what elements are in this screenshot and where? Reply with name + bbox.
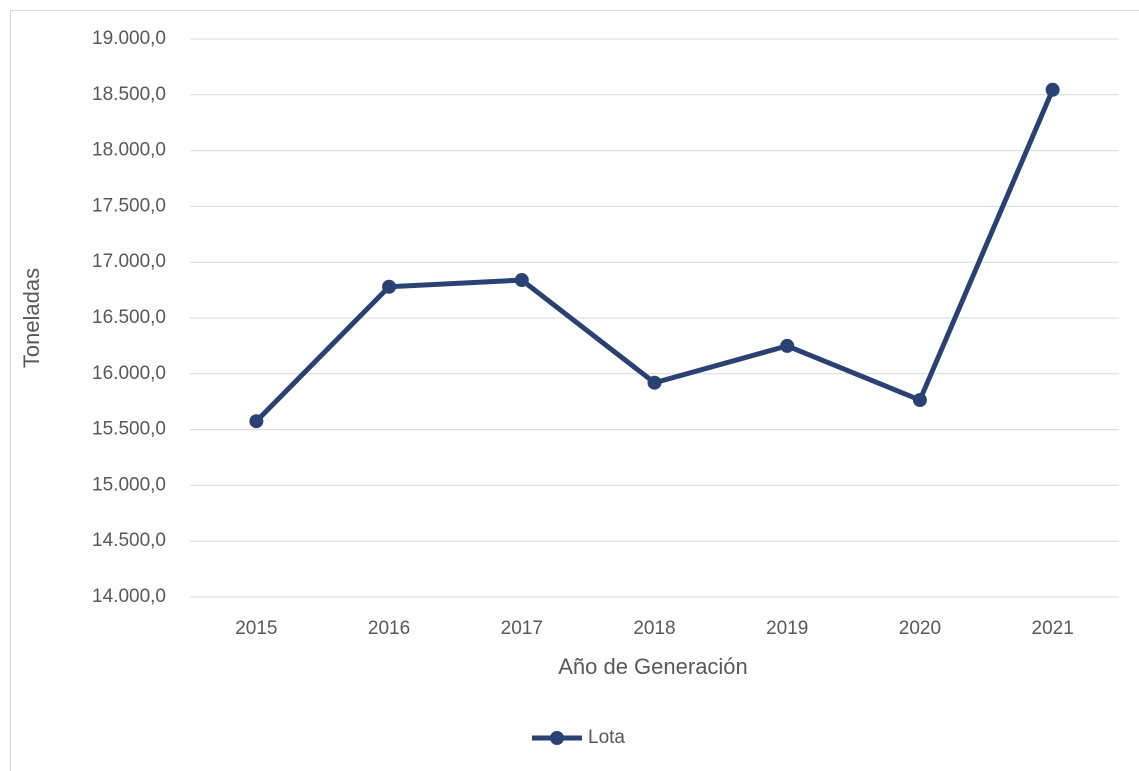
y-tick-label: 18.500,0 <box>92 84 166 105</box>
data-point <box>249 414 264 429</box>
x-tick-label: 2019 <box>766 618 808 639</box>
x-tick-label: 2020 <box>899 618 941 639</box>
data-point <box>382 279 397 294</box>
x-tick-label: 2015 <box>235 618 277 639</box>
y-tick-label: 18.000,0 <box>92 140 166 161</box>
y-axis-label: Toneladas <box>19 268 44 368</box>
data-point <box>647 375 662 390</box>
x-tick-label: 2017 <box>501 618 543 639</box>
y-tick-label: 16.000,0 <box>92 363 166 384</box>
legend-marker <box>550 731 564 745</box>
x-tick-label: 2016 <box>368 618 410 639</box>
x-tick-label: 2021 <box>1032 618 1074 639</box>
y-tick-label: 16.500,0 <box>92 307 166 328</box>
x-axis-label: Año de Generación <box>558 654 748 679</box>
y-tick-label: 14.000,0 <box>92 586 166 607</box>
chart-frame <box>10 10 1139 771</box>
data-point <box>514 273 529 288</box>
y-tick-label: 17.500,0 <box>92 195 166 216</box>
y-tick-label: 15.000,0 <box>92 474 166 495</box>
data-point <box>780 338 795 353</box>
legend-label: Lota <box>588 727 625 748</box>
data-point <box>1045 82 1060 97</box>
y-tick-label: 14.500,0 <box>92 530 166 551</box>
x-tick-label: 2018 <box>633 618 675 639</box>
y-tick-label: 17.000,0 <box>92 251 166 272</box>
y-tick-label: 15.500,0 <box>92 419 166 440</box>
y-tick-label: 19.000,0 <box>92 28 166 49</box>
data-point <box>912 393 927 408</box>
